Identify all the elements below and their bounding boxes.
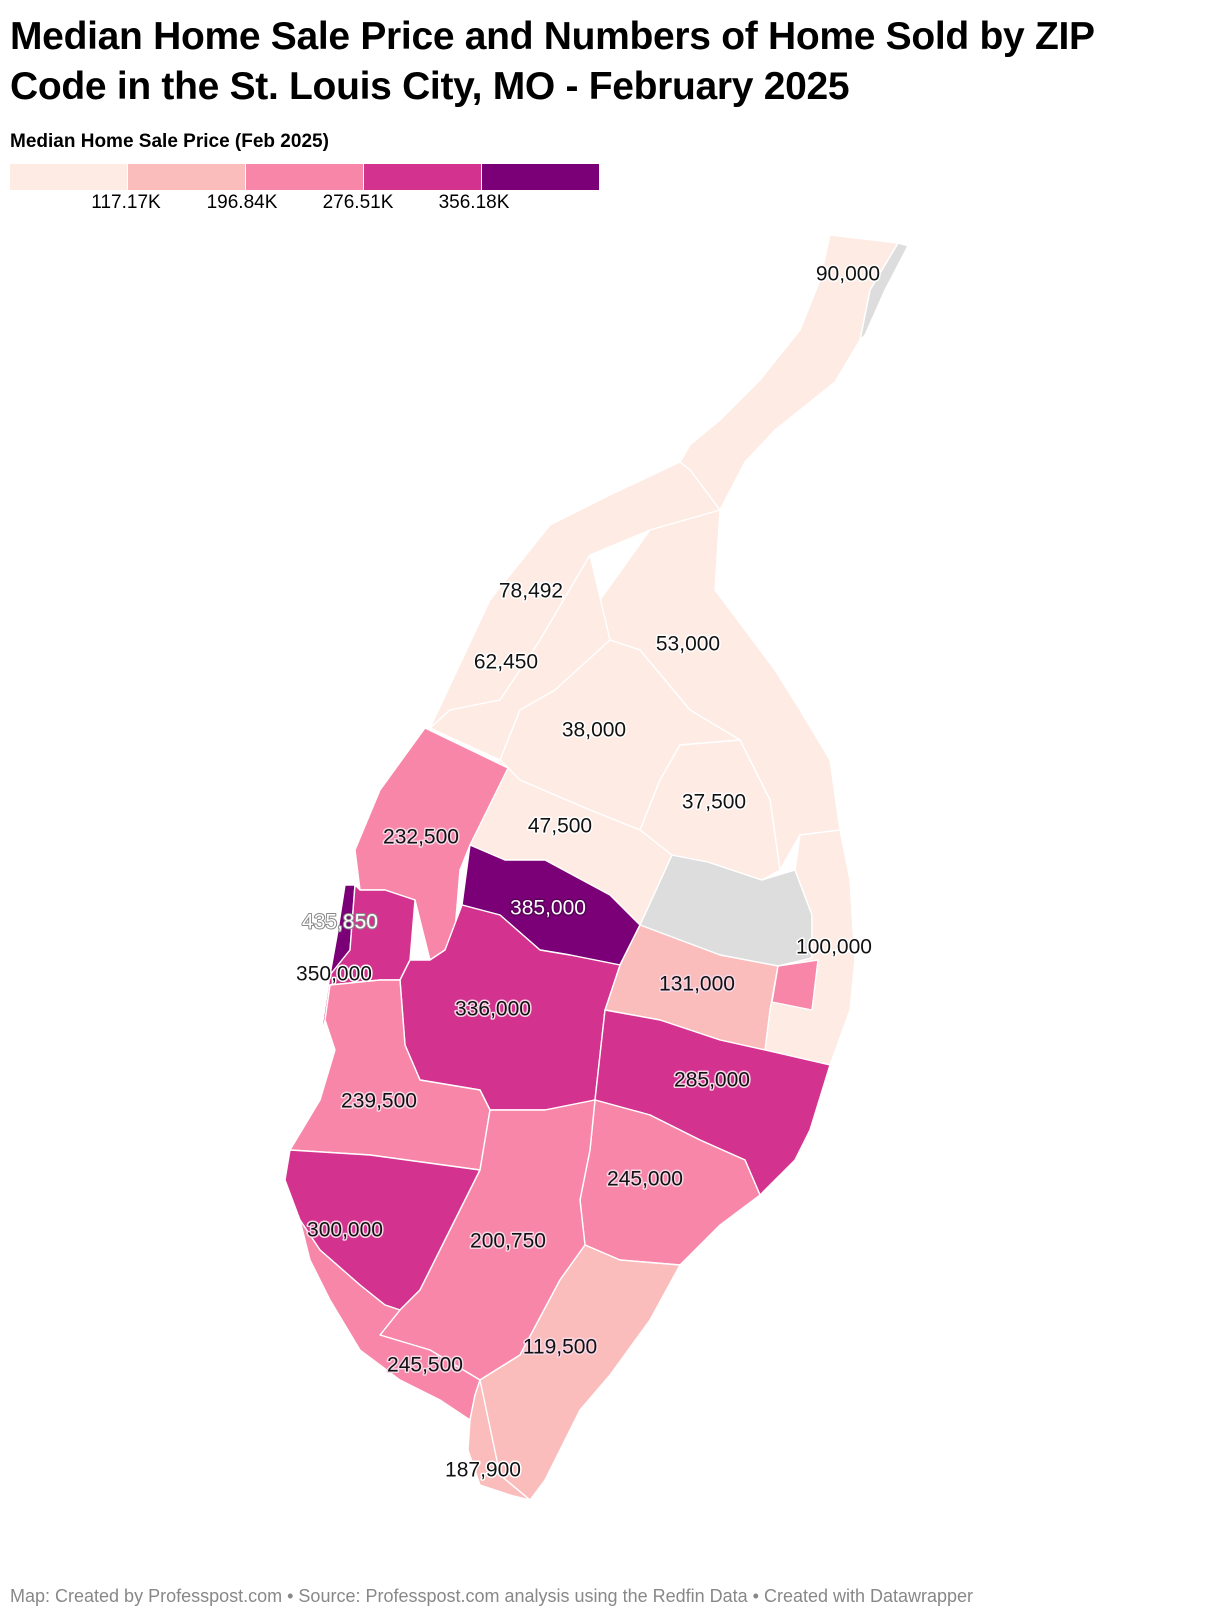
label-tower-grove-east: 245,000 — [607, 1168, 683, 1191]
label-riverfront: 100,000 — [796, 936, 872, 959]
region-far-south — [467, 1379, 531, 1501]
legend-tick-3: 276.51K — [322, 192, 394, 213]
legend-swatch-1 — [10, 164, 128, 190]
label-north-east: 53,000 — [656, 633, 720, 656]
label-princeton-heights: 245,500 — [387, 1354, 463, 1377]
label-the-hill: 336,000 — [455, 998, 531, 1021]
label-north-central: 38,000 — [562, 719, 626, 742]
region-riverfront-pink-strip — [771, 959, 819, 1011]
legend-color-scale — [10, 164, 600, 190]
label-midtown: 131,000 — [659, 973, 735, 996]
legend-tick-1: 117.17K — [91, 192, 161, 213]
label-st-louis-hills: 300,000 — [307, 1219, 383, 1242]
label-city-edge: 435,850 — [302, 911, 378, 934]
label-southwest: 239,500 — [341, 1090, 417, 1113]
label-forest-park-south: 350,000 — [296, 963, 372, 986]
map-title: Median Home Sale Price and Numbers of Ho… — [10, 15, 1095, 108]
label-bevo: 200,750 — [470, 1230, 546, 1253]
label-mid-west: 47,500 — [528, 815, 592, 838]
legend-tick-4: 356.18K — [438, 192, 510, 213]
legend-swatch-4 — [364, 164, 482, 190]
label-far-south: 187,900 — [445, 1459, 521, 1482]
zip-code-map: 90,000 78,492 53,000 62,450 38,000 37,500 47,5… — [284, 234, 909, 1501]
legend-title: Median Home Sale Price (Feb 2025) — [10, 131, 329, 152]
legend-ticks: 117.17K 196.84K 276.51K 356.18K — [10, 192, 600, 216]
region-near-north — [639, 739, 781, 881]
footer-credits: Map: Created by Professpost.com • Source… — [10, 1586, 974, 1606]
label-central-west-end: 385,000 — [510, 897, 586, 920]
label-soulard: 285,000 — [674, 1069, 750, 1092]
label-near-north: 37,500 — [682, 791, 746, 814]
legend-swatch-5 — [482, 164, 600, 190]
legend-swatch-3 — [246, 164, 364, 190]
label-carondelet: 119,500 — [523, 1336, 597, 1359]
label-far-north: 90,000 — [816, 263, 880, 286]
label-north-west: 78,492 — [499, 580, 563, 603]
region-labels: 90,000 78,492 53,000 62,450 38,000 37,500 47,5… — [295, 261, 882, 1483]
label-west-end: 232,500 — [383, 826, 459, 849]
label-north-central-west: 62,450 — [474, 651, 538, 674]
legend: Median Home Sale Price (Feb 2025) 117.17… — [10, 130, 610, 216]
legend-swatch-2 — [128, 164, 246, 190]
legend-tick-2: 196.84K — [206, 192, 278, 213]
